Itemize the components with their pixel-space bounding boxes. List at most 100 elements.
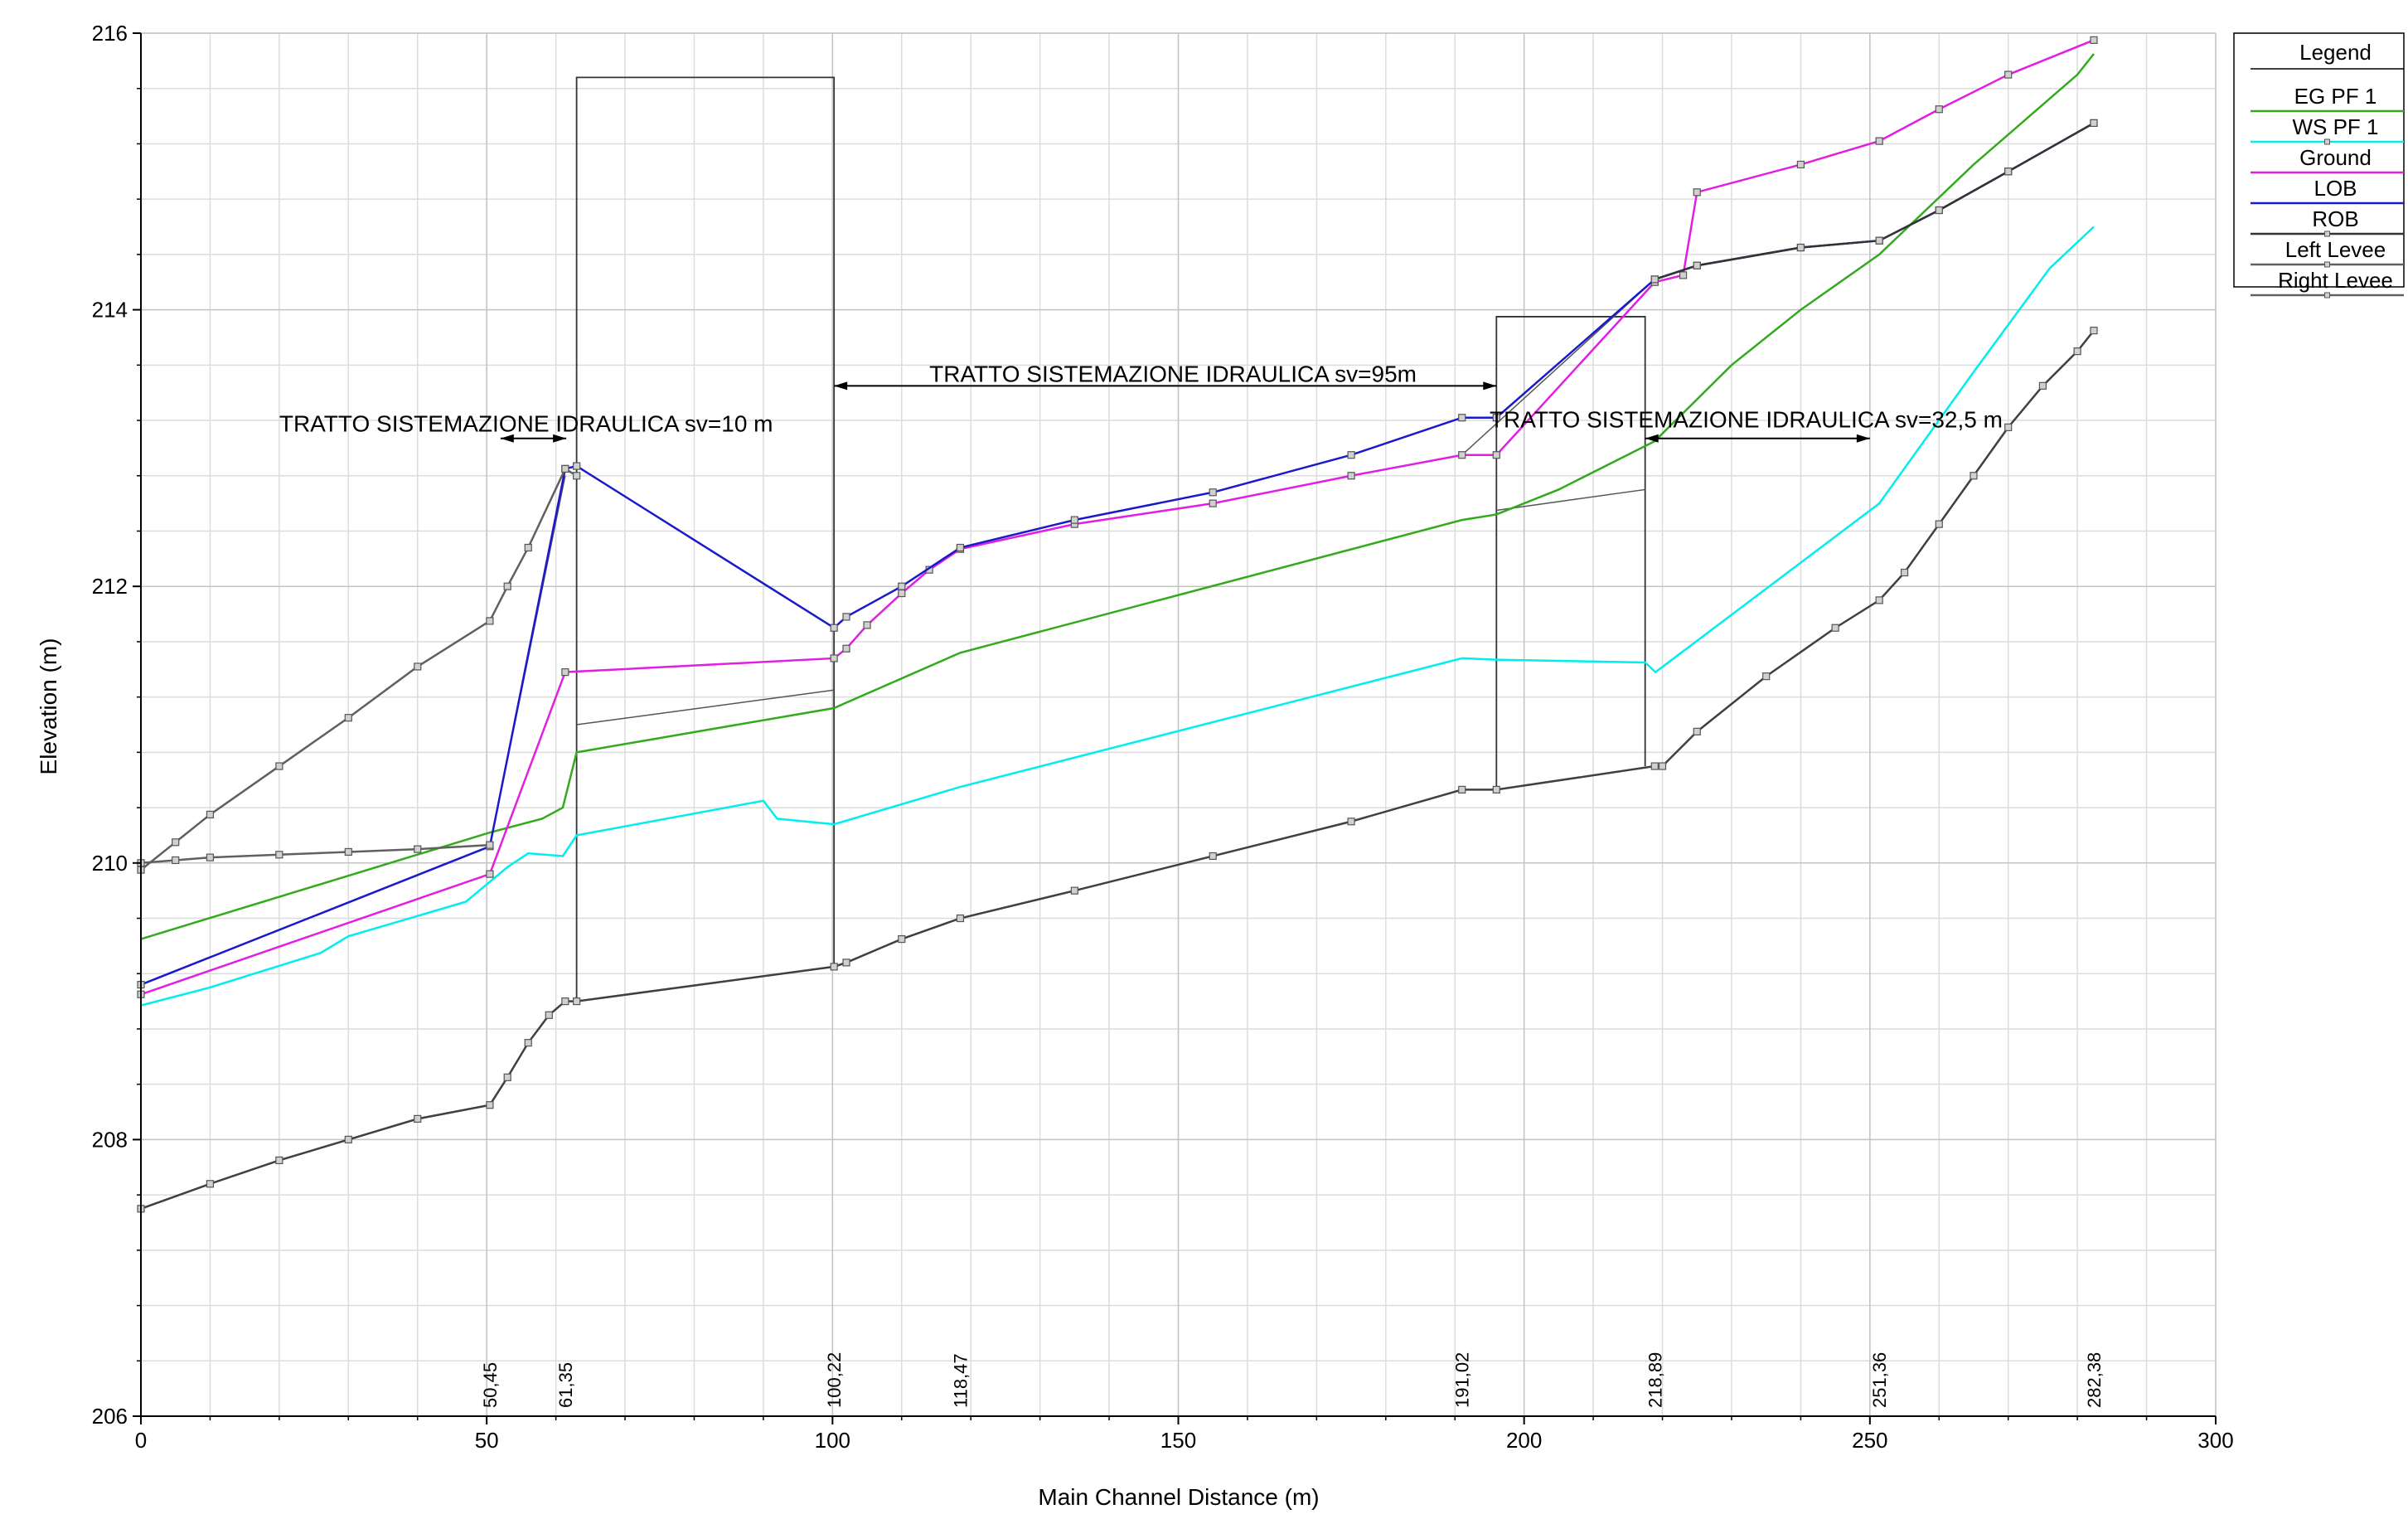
- data-point: [1658, 762, 1667, 770]
- data-point: [344, 847, 352, 857]
- station-label: 218,89: [1645, 1352, 1665, 1408]
- data-point: [2090, 36, 2098, 44]
- legend-entry-marker: [2324, 292, 2330, 298]
- data-point: [863, 621, 871, 629]
- x-tick-label: 0: [135, 1428, 147, 1453]
- x-tick-label: 250: [1852, 1428, 1887, 1453]
- data-point: [1070, 516, 1078, 524]
- series-rob: [1650, 119, 2098, 284]
- legend-box: [2233, 32, 2405, 288]
- data-point: [573, 997, 581, 1006]
- x-axis-title: Main Channel Distance (m): [1038, 1484, 1319, 1510]
- series-channel-invert: [137, 327, 2098, 1213]
- data-point: [1831, 624, 1839, 632]
- data-point: [1693, 261, 1701, 269]
- data-point: [1209, 488, 1217, 497]
- legend-entry-label: WS PF 1: [2292, 114, 2378, 139]
- data-point: [1070, 886, 1078, 895]
- data-point: [1209, 852, 1217, 861]
- data-point: [503, 1073, 511, 1081]
- annotation-text: TRATTO SISTEMAZIONE IDRAULICA sv=95m: [929, 361, 1417, 386]
- annotation-arrowhead: [553, 434, 567, 443]
- series-line: [140, 226, 2095, 1007]
- annotation-arrowhead: [1856, 434, 1870, 443]
- annotation-arrowhead: [500, 434, 514, 443]
- data-point: [503, 582, 511, 590]
- legend-entry-label: ROB: [2312, 206, 2358, 231]
- data-point: [573, 462, 581, 470]
- station-label: 100,22: [824, 1352, 845, 1408]
- data-point: [1347, 451, 1355, 459]
- data-point: [1935, 105, 1943, 114]
- axes: 0 50 100 150 200 250 300 206 208 210 212 214 216: [92, 21, 2234, 1453]
- legend-entry-label: Right Levee: [2278, 268, 2393, 293]
- series-line: [140, 467, 578, 871]
- data-point: [486, 870, 494, 878]
- legend-entry-marker: [2324, 231, 2330, 237]
- data-point: [275, 762, 283, 770]
- station-label: 50,45: [480, 1362, 501, 1408]
- data-point: [1762, 672, 1771, 681]
- data-point: [830, 624, 838, 632]
- station-label: 118,47: [950, 1353, 971, 1408]
- data-point: [1650, 275, 1659, 284]
- station-label: 282,38: [2084, 1352, 2105, 1408]
- annotation: TRATTO SISTEMAZIONE IDRAULICA sv=32,5 m: [1490, 406, 2003, 443]
- data-point: [2004, 423, 2013, 431]
- annotation-arrowhead: [1483, 381, 1497, 391]
- data-point: [561, 464, 569, 473]
- data-point: [842, 613, 850, 621]
- legend-entry-label: EG PF 1: [2294, 84, 2377, 109]
- data-point: [414, 1114, 422, 1123]
- data-point: [172, 856, 180, 865]
- x-tick-label: 200: [1506, 1428, 1542, 1453]
- data-point: [344, 1135, 352, 1144]
- annotation-text: TRATTO SISTEMAZIONE IDRAULICA sv=10 m: [279, 410, 773, 436]
- data-point: [1679, 271, 1688, 279]
- series-line: [140, 39, 2095, 996]
- data-point: [414, 662, 422, 671]
- data-point: [275, 851, 283, 859]
- y-tick-label: 212: [92, 574, 128, 599]
- data-point: [2090, 119, 2098, 128]
- data-point: [1796, 160, 1805, 169]
- data-point: [2004, 70, 2013, 79]
- data-point: [1458, 414, 1466, 422]
- x-tick-label: 50: [475, 1428, 499, 1453]
- data-point: [1935, 206, 1943, 215]
- legend-entry-marker: [2324, 261, 2330, 268]
- series-left-levee: [137, 464, 581, 874]
- legend-entry-label: LOB: [2314, 176, 2357, 201]
- legend-entry-label: Left Levee: [2285, 237, 2386, 262]
- data-point: [486, 1101, 494, 1109]
- data-point: [2090, 327, 2098, 335]
- data-point: [1875, 596, 1883, 604]
- data-point: [1209, 499, 1217, 507]
- data-point: [486, 841, 494, 849]
- data-point: [1650, 762, 1659, 770]
- data-point: [414, 845, 422, 853]
- data-point: [1693, 727, 1701, 735]
- data-point: [2073, 347, 2081, 356]
- data-point: [344, 714, 352, 722]
- data-point: [1458, 451, 1466, 459]
- data-point: [1492, 451, 1500, 459]
- legend: Legend EG PF 1 WS PF 1 Ground LOB ROB Left Lev…: [2233, 32, 2405, 298]
- data-point: [172, 838, 180, 847]
- data-point: [206, 853, 215, 861]
- y-axis-title: Elevation (m): [36, 638, 61, 775]
- data-point: [956, 914, 965, 923]
- annotation-text: TRATTO SISTEMAZIONE IDRAULICA sv=32,5 m: [1490, 406, 2003, 432]
- data-point: [561, 997, 569, 1006]
- series-ground: [137, 36, 2098, 998]
- data-point: [898, 582, 906, 590]
- station-labels: 50,45 61,35 100,22 118,47 191,02 218,89 251,36…: [480, 1352, 2105, 1408]
- structures: [489, 76, 1655, 1002]
- data-point: [1693, 188, 1701, 197]
- station-label: 251,36: [1869, 1352, 1890, 1408]
- data-point: [2004, 167, 2013, 176]
- data-point: [1492, 785, 1500, 793]
- data-point: [830, 654, 838, 662]
- annotation-arrowhead: [834, 381, 848, 391]
